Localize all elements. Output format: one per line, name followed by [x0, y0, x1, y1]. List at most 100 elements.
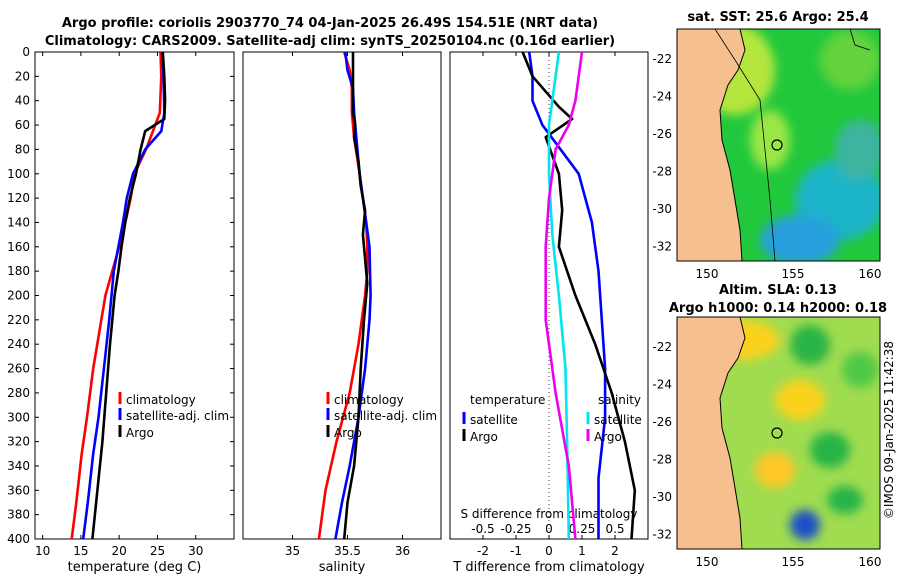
map-y-tick-label: -30	[652, 202, 672, 216]
series-line	[544, 51, 584, 540]
chart-temperature: 0 20 40 60 80 100 120 140 160 180 200 220 240 260 280 3…	[7, 45, 235, 575]
map-x-tick-label: 155	[782, 267, 805, 281]
x-tick-label: 30	[188, 544, 203, 558]
legend-label: climatology	[334, 393, 404, 407]
x-tick-label: 1	[578, 544, 586, 558]
map-y-tick-label: -24	[652, 90, 672, 104]
series-line	[91, 51, 167, 540]
y-tick-label: 380	[7, 508, 30, 522]
y-tick-label: 300	[7, 410, 30, 424]
map-y-tick-label: -26	[652, 127, 672, 141]
map-y-tick-label: -26	[652, 415, 672, 429]
series-line	[342, 52, 369, 540]
y-tick-label: 100	[7, 167, 30, 181]
x-axis-label: salinity	[319, 560, 366, 575]
map-y-tick-label: -30	[652, 490, 672, 504]
x-tick-label: 0	[545, 544, 553, 558]
y-tick-label: 220	[7, 313, 30, 327]
y-tick-label: 400	[7, 532, 30, 546]
chart-salinity: 35 35.5 36 salinity climatology satellite-adj…	[242, 51, 442, 575]
y-tick-label: 120	[7, 191, 30, 205]
legend-label: Argo	[126, 426, 154, 440]
y-tick-label: 320	[7, 435, 30, 449]
map-x-tick-label: 155	[782, 555, 805, 569]
top-axis-label: S difference from climatology	[461, 507, 638, 521]
map-x-tick-label: 150	[696, 267, 719, 281]
y-tick-label: 360	[7, 483, 30, 497]
legend-header-salinity: salinity	[598, 393, 641, 407]
top-tick-label: -0.25	[500, 522, 531, 536]
map-y-tick-label: -28	[652, 165, 672, 179]
sla-map-title-line1: Altim. SLA: 0.13	[719, 283, 837, 298]
x-tick-label: 25	[150, 544, 165, 558]
y-tick-label: 260	[7, 362, 30, 376]
y-tick-label: 180	[7, 264, 30, 278]
map-x-tick-label: 150	[696, 555, 719, 569]
series-line	[70, 51, 163, 540]
map-y-tick-label: -28	[652, 453, 672, 467]
map-y-tick-label: -32	[652, 240, 672, 254]
x-tick-label: 10	[35, 544, 50, 558]
y-tick-label: 60	[15, 118, 30, 132]
series-line	[527, 51, 607, 539]
series-line	[521, 51, 637, 540]
sla-map	[676, 316, 881, 550]
legend-label: satellite	[594, 413, 642, 427]
legend-label: satellite-adj. clim	[126, 409, 229, 423]
y-tick-label: 200	[7, 289, 30, 303]
sst-land	[677, 29, 745, 261]
y-tick-label: 80	[15, 142, 30, 156]
y-tick-label: 160	[7, 240, 30, 254]
x-tick-label: 35.5	[334, 544, 361, 558]
legend-label: Argo	[470, 430, 498, 444]
x-tick-label: 35	[285, 544, 300, 558]
top-tick-label: 0.5	[605, 522, 624, 536]
map-y-tick-label: -24	[652, 378, 672, 392]
y-tick-label: 40	[15, 94, 30, 108]
x-tick-label: 20	[112, 544, 127, 558]
sst-map	[676, 28, 881, 262]
x-tick-label: -1	[510, 544, 522, 558]
axes-box	[34, 51, 235, 540]
sst-argo-marker	[771, 139, 783, 151]
x-axis-label: temperature (deg C)	[68, 560, 202, 575]
legend-label: Argo	[594, 430, 622, 444]
x-tick-label: 15	[73, 544, 88, 558]
sla-map-title-line2: Argo h1000: 0.14 h2000: 0.18	[669, 301, 887, 316]
figure-title-line1: Argo profile: coriolis 2903770_74 04-Jan…	[62, 16, 598, 31]
figure-title-line2: Climatology: CARS2009. Satellite-adj cli…	[45, 34, 615, 49]
series-line	[547, 51, 571, 540]
x-tick-label: 2	[611, 544, 619, 558]
x-tick-label: 36	[395, 544, 410, 558]
top-tick-label: -0.5	[471, 522, 494, 536]
axes-box	[242, 51, 442, 540]
legend-label: climatology	[126, 393, 196, 407]
y-tick-label: 240	[7, 337, 30, 351]
sst-map-title: sat. SST: 25.6 Argo: 25.4	[687, 10, 868, 25]
x-tick-label: -2	[477, 544, 489, 558]
credit-text: ©IMOS 09-Jan-2025 11:42:38	[882, 341, 896, 519]
chart-differences: -2 -1 0 1 2 T difference from climatology S di…	[449, 51, 649, 575]
map-x-tick-label: 160	[859, 267, 882, 281]
x-axis-label: T difference from climatology	[452, 560, 645, 575]
map-y-tick-label: -22	[652, 340, 672, 354]
legend-header-temperature: temperature	[470, 393, 545, 407]
y-tick-label: 20	[15, 69, 30, 83]
sla-argo-marker	[771, 427, 783, 439]
map-y-tick-label: -22	[652, 52, 672, 66]
legend-label: Argo	[334, 426, 362, 440]
legend-label: satellite	[470, 413, 518, 427]
legend-label: satellite-adj. clim	[334, 409, 437, 423]
sla-land	[677, 317, 745, 549]
y-tick-label: 140	[7, 215, 30, 229]
top-tick-label: 0.25	[569, 522, 596, 536]
y-tick-label: 340	[7, 459, 30, 473]
map-x-tick-label: 160	[859, 555, 882, 569]
top-tick-label: 0	[545, 522, 553, 536]
series-line	[317, 51, 369, 540]
map-y-tick-label: -32	[652, 528, 672, 542]
y-tick-label: 0	[22, 45, 30, 59]
y-tick-label: 280	[7, 386, 30, 400]
series-line	[81, 51, 166, 540]
